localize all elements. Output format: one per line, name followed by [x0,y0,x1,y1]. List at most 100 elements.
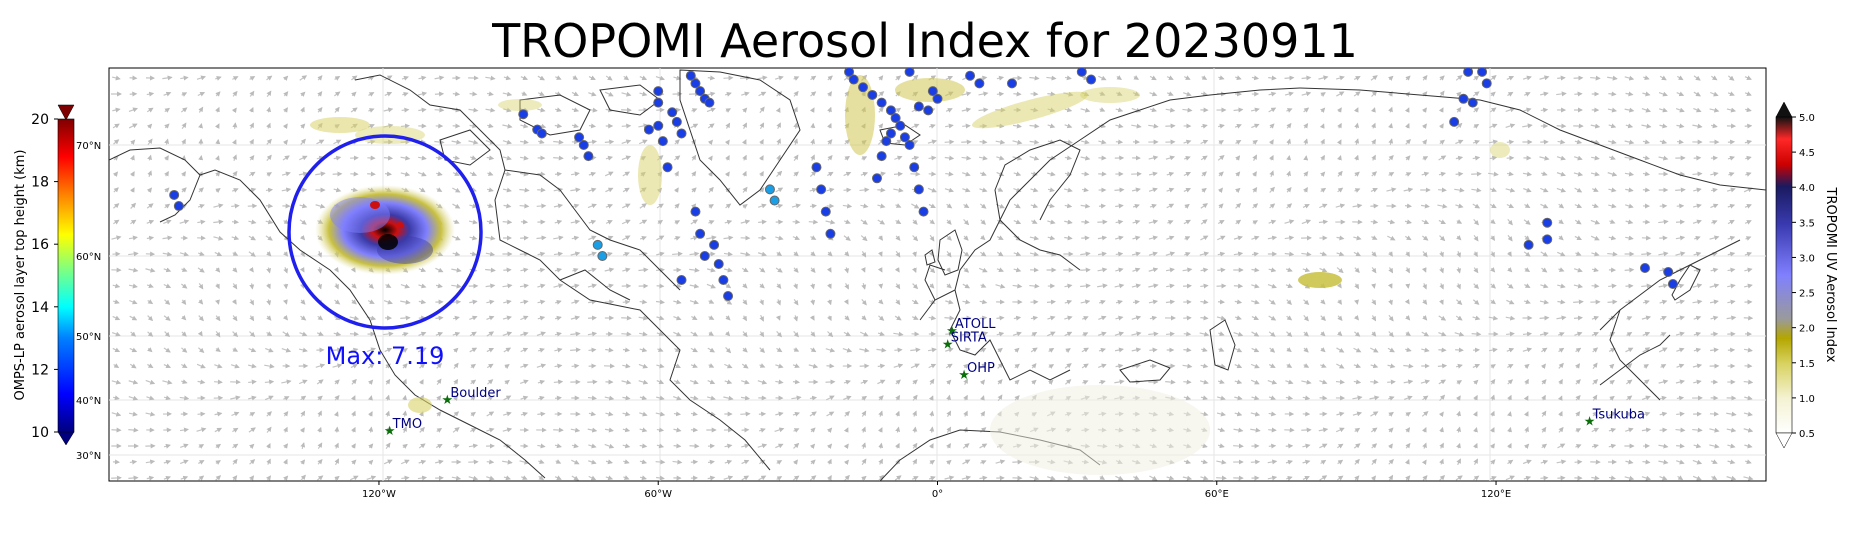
wind-arrow [1574,91,1583,97]
wind-arrow [1607,107,1618,113]
wind-arrow [1573,315,1583,321]
omps-point [811,162,822,173]
wind-arrow [282,139,288,145]
wind-arrow [724,171,730,177]
wind-arrow [232,122,238,129]
wind-arrow [1642,139,1651,145]
wind-arrow [1455,122,1463,129]
wind-arrow [468,139,479,145]
wind-arrow [553,139,564,145]
wind-arrow [945,108,953,113]
wind-arrow [1642,91,1651,97]
wind-arrow [929,426,935,433]
left-colorbar-tick-label: 12 [31,362,49,378]
wind-arrow [571,107,580,113]
wind-arrow [604,299,615,305]
wind-arrow [487,123,494,129]
omps-point [704,97,715,108]
wind-arrow [1676,411,1685,417]
wind-arrow [1421,123,1427,129]
wind-arrow [333,91,341,97]
wind-arrow [164,170,169,177]
wind-arrow [1591,155,1600,161]
wind-arrow [758,219,767,225]
wind-arrow [417,91,428,97]
wind-arrow [927,139,938,145]
wind-arrow [1286,108,1293,113]
wind-arrow [1269,170,1274,177]
wind-arrow [520,171,529,177]
wind-arrow [1012,123,1022,129]
wind-arrow [349,331,360,337]
omps-point [578,140,589,150]
omps-point-low [597,251,608,261]
wind-arrow [707,139,713,146]
wind-arrow [1183,347,1192,353]
wind-arrow [1286,170,1291,177]
wind-arrow [128,427,139,433]
wind-arrow [1233,283,1244,289]
wind-arrow [282,75,289,82]
wind-arrow [1233,107,1244,113]
wind-arrow [1218,75,1225,81]
wind-arrow [1200,315,1209,321]
wind-arrow [198,154,204,161]
wind-arrow [401,475,410,481]
wind-arrow [1608,91,1617,97]
lon-tick-label: 120°E [1481,489,1511,500]
wind-arrow [128,475,139,481]
wind-arrow [1624,155,1635,161]
latitude-tick-label: 70°N [76,141,101,152]
wind-arrow [1472,139,1480,145]
wind-arrow [1608,155,1616,161]
wind-arrow [639,75,648,81]
wind-arrow [1744,139,1753,145]
omps-point [932,93,943,104]
wind-arrow [1744,91,1752,96]
wind-arrow [859,363,870,369]
omps-point [820,206,831,217]
wind-arrow [1370,75,1378,81]
wind-arrow [827,139,833,145]
wind-arrow [300,138,306,145]
wind-arrow [894,155,903,161]
wind-arrow [1693,155,1702,161]
wind-arrow [554,107,562,113]
wind-arrow [1624,139,1635,145]
wind-arrow [537,75,545,81]
omps-point [923,105,934,116]
wind-arrow [810,138,816,145]
wind-arrow [1148,123,1159,129]
wind-arrow [1268,139,1274,145]
wind-arrow [1303,107,1310,113]
wind-arrow [1099,91,1106,96]
wind-arrow [945,75,954,81]
wind-arrow [1590,75,1601,81]
wind-arrow [264,379,275,385]
wind-arrow [691,154,697,161]
wind-arrow [1353,107,1359,113]
wind-arrow [1726,107,1737,113]
wind-arrow [180,107,188,113]
wind-arrow [1744,75,1752,80]
wind-arrow [1029,139,1040,145]
wind-arrow [1301,75,1312,81]
wind-arrow [1371,90,1378,97]
wind-arrow [1692,123,1703,129]
wind-arrow [147,138,153,146]
wind-arrow [1337,155,1342,161]
wind-arrow [520,123,529,129]
wind-arrow [1607,75,1618,81]
omps-point [536,128,547,139]
wind-arrow [1080,267,1091,273]
omps-point [173,201,184,212]
wind-arrow [1268,107,1277,113]
latitude-tick-label: 60°N [76,252,101,263]
wind-arrow [1148,155,1159,161]
wind-arrow [707,75,716,81]
wind-arrow [1711,123,1718,129]
wind-arrow [674,139,680,145]
wind-arrow [196,75,206,81]
wind-arrow [351,75,358,81]
omps-point [583,151,594,162]
